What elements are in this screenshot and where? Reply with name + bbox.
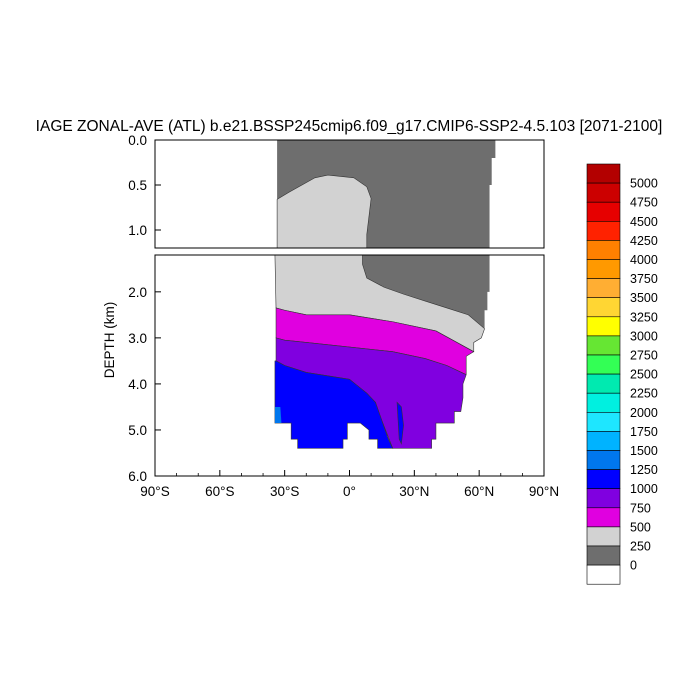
region-0-250-lower — [362, 255, 490, 329]
colorbar-legend: 5000475045004250400037503500325030002750… — [586, 163, 658, 585]
x-tick-label: 30°N — [399, 484, 429, 499]
upper-y-tick-label: 0.0 — [128, 133, 147, 148]
region-1250-1500 — [274, 406, 282, 424]
colorbar-level-label: 1250 — [630, 463, 658, 477]
colorbar-swatch — [586, 507, 621, 528]
colorbar-level-label: 2500 — [630, 368, 658, 382]
colorbar-swatch — [586, 450, 621, 470]
colorbar-level-label: 1000 — [630, 482, 658, 496]
colorbar-swatch — [586, 240, 621, 260]
upper-panel-frame — [154, 139, 545, 249]
lower-y-tick-label: 5.0 — [128, 423, 147, 438]
colorbar-swatch — [586, 316, 621, 337]
colorbar-level-label: 2250 — [630, 387, 658, 401]
colorbar-level-label: 750 — [630, 501, 651, 515]
colorbar-level-label: 4000 — [630, 253, 658, 267]
colorbar-swatch — [586, 163, 621, 184]
colorbar-swatch — [586, 201, 621, 222]
colorbar-level-label: 2000 — [630, 406, 658, 420]
colorbar-level-label: 500 — [630, 520, 651, 534]
axis-ticks: 90°S 60°S 30°S 0° 30°N 60°N 90°N 0.0 0.5 1.0 2.0 3.… — [128, 133, 559, 499]
colorbar-swatch — [586, 335, 621, 356]
y-axis-label: DEPTH (km) — [102, 302, 117, 379]
colorbar-swatch — [586, 354, 621, 375]
colorbar-swatch — [586, 526, 621, 547]
colorbar-level-label: 3000 — [630, 329, 658, 343]
colorbar-swatch — [586, 182, 621, 203]
chart-title: IAGE ZONAL-AVE (ATL) b.e21.BSSP245cmip6.… — [36, 118, 663, 135]
colorbar-level-label: 4250 — [630, 234, 658, 248]
colorbar-level-label: 1750 — [630, 425, 658, 439]
x-tick-label: 60°S — [205, 484, 234, 499]
colorbar-swatch — [586, 488, 621, 509]
colorbar-level-label: 1500 — [630, 444, 658, 458]
x-tick-label: 0° — [343, 484, 356, 499]
x-tick-label: 90°S — [140, 484, 169, 499]
colorbar-swatch — [586, 373, 621, 394]
colorbar-swatch — [586, 545, 621, 566]
lower-y-tick-label: 4.0 — [128, 377, 147, 392]
upper-y-tick-label: 0.5 — [128, 178, 147, 193]
colorbar-swatch — [586, 469, 621, 490]
colorbar-level-label: 3500 — [630, 291, 658, 305]
contour-fills — [274, 140, 496, 449]
colorbar-swatch — [586, 221, 621, 241]
region-1000-1250-north-tongue — [396, 401, 404, 445]
lower-y-tick-label: 6.0 — [128, 469, 147, 484]
colorbar-swatch — [586, 431, 621, 451]
lower-y-tick-label: 3.0 — [128, 331, 147, 346]
upper-y-tick-label: 1.0 — [128, 223, 147, 238]
colorbar-level-label: 4750 — [630, 196, 658, 210]
colorbar-level-label: 2750 — [630, 349, 658, 363]
x-tick-label: 30°S — [270, 484, 299, 499]
colorbar-swatch — [586, 278, 621, 299]
colorbar-swatch — [586, 411, 621, 432]
lower-y-tick-label: 2.0 — [128, 285, 147, 300]
colorbar-swatch — [586, 564, 621, 585]
x-tick-label: 90°N — [529, 484, 559, 499]
colorbar-swatch — [586, 297, 621, 318]
colorbar-swatch — [586, 392, 621, 413]
colorbar-level-label: 0 — [630, 559, 637, 573]
colorbar-level-label: 4500 — [630, 215, 658, 229]
colorbar-level-label: 5000 — [630, 177, 658, 191]
colorbar-swatch — [586, 259, 621, 279]
colorbar-level-label: 3750 — [630, 272, 658, 286]
x-tick-label: 60°N — [464, 484, 494, 499]
colorbar-level-label: 250 — [630, 540, 651, 554]
colorbar-level-label: 3250 — [630, 310, 658, 324]
region-1000-1250 — [274, 360, 394, 449]
